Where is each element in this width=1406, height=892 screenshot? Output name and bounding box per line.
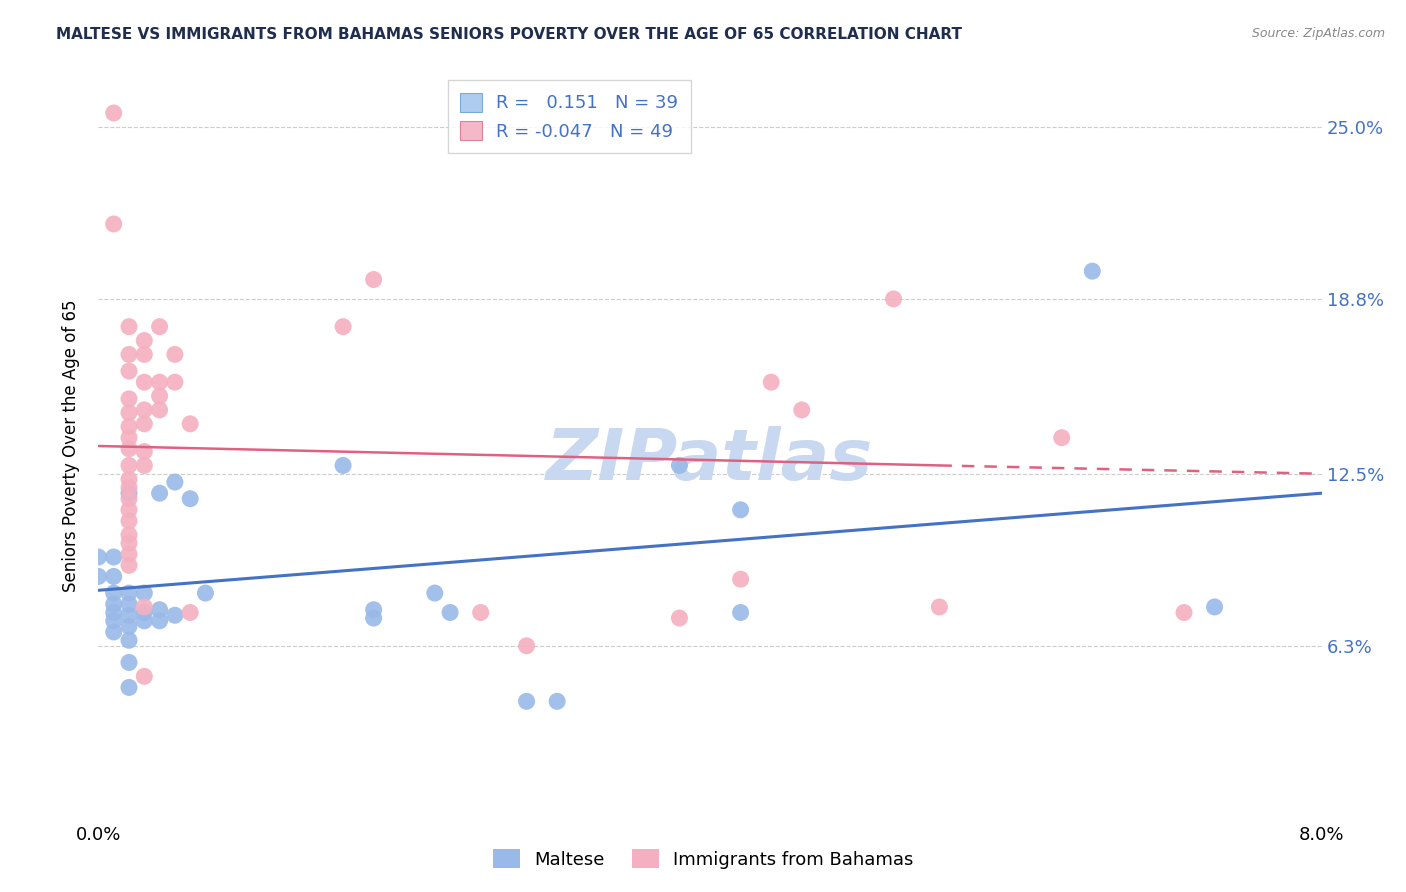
Point bbox=[103, 624, 125, 639]
Point bbox=[103, 569, 125, 583]
Point bbox=[516, 694, 538, 708]
Point bbox=[118, 528, 141, 542]
Point bbox=[363, 603, 385, 617]
Point bbox=[103, 606, 125, 620]
Point bbox=[790, 403, 813, 417]
Point bbox=[118, 503, 141, 517]
Point bbox=[134, 444, 156, 458]
Point bbox=[163, 347, 186, 361]
Point bbox=[1204, 599, 1226, 614]
Point bbox=[118, 458, 141, 473]
Point bbox=[928, 599, 950, 614]
Point bbox=[118, 608, 141, 623]
Point bbox=[668, 611, 690, 625]
Point bbox=[149, 403, 172, 417]
Point bbox=[118, 586, 141, 600]
Point bbox=[163, 375, 186, 389]
Legend: Maltese, Immigrants from Bahamas: Maltese, Immigrants from Bahamas bbox=[485, 842, 921, 876]
Point bbox=[118, 364, 141, 378]
Point bbox=[118, 419, 141, 434]
Point bbox=[149, 614, 172, 628]
Point bbox=[149, 389, 172, 403]
Point bbox=[103, 217, 125, 231]
Point bbox=[439, 606, 461, 620]
Point bbox=[118, 347, 141, 361]
Point bbox=[134, 586, 156, 600]
Point bbox=[149, 375, 172, 389]
Point bbox=[87, 569, 110, 583]
Point bbox=[118, 597, 141, 611]
Point bbox=[149, 486, 172, 500]
Point bbox=[118, 472, 141, 486]
Point bbox=[423, 586, 446, 600]
Point bbox=[163, 608, 186, 623]
Point bbox=[118, 558, 141, 573]
Point bbox=[546, 694, 568, 708]
Point bbox=[363, 272, 385, 286]
Y-axis label: Seniors Poverty Over the Age of 65: Seniors Poverty Over the Age of 65 bbox=[62, 300, 80, 592]
Legend: R =   0.151   N = 39, R = -0.047   N = 49: R = 0.151 N = 39, R = -0.047 N = 49 bbox=[447, 80, 692, 153]
Point bbox=[118, 656, 141, 670]
Point bbox=[163, 475, 186, 489]
Point bbox=[179, 606, 201, 620]
Point bbox=[118, 319, 141, 334]
Point bbox=[363, 611, 385, 625]
Point bbox=[118, 514, 141, 528]
Point bbox=[118, 481, 141, 495]
Point bbox=[883, 292, 905, 306]
Point bbox=[1173, 606, 1195, 620]
Point bbox=[134, 669, 156, 683]
Point bbox=[134, 375, 156, 389]
Point bbox=[118, 392, 141, 406]
Text: Source: ZipAtlas.com: Source: ZipAtlas.com bbox=[1251, 27, 1385, 40]
Point bbox=[332, 458, 354, 473]
Text: ZIPatlas: ZIPatlas bbox=[547, 426, 873, 495]
Point bbox=[118, 536, 141, 550]
Point bbox=[134, 417, 156, 431]
Point bbox=[118, 406, 141, 420]
Point bbox=[87, 549, 110, 564]
Point bbox=[103, 106, 125, 120]
Point bbox=[179, 491, 201, 506]
Point bbox=[134, 334, 156, 348]
Point bbox=[149, 319, 172, 334]
Point bbox=[118, 431, 141, 445]
Point bbox=[134, 458, 156, 473]
Point bbox=[118, 486, 141, 500]
Point bbox=[118, 681, 141, 695]
Point bbox=[516, 639, 538, 653]
Point bbox=[118, 619, 141, 633]
Point bbox=[1050, 431, 1073, 445]
Point bbox=[134, 599, 156, 614]
Point bbox=[332, 319, 354, 334]
Point bbox=[194, 586, 217, 600]
Point bbox=[103, 597, 125, 611]
Point bbox=[1081, 264, 1104, 278]
Point bbox=[730, 572, 752, 586]
Point bbox=[118, 633, 141, 648]
Point bbox=[134, 614, 156, 628]
Point bbox=[149, 603, 172, 617]
Point bbox=[179, 417, 201, 431]
Point bbox=[668, 458, 690, 473]
Text: MALTESE VS IMMIGRANTS FROM BAHAMAS SENIORS POVERTY OVER THE AGE OF 65 CORRELATIO: MALTESE VS IMMIGRANTS FROM BAHAMAS SENIO… bbox=[56, 27, 962, 42]
Point bbox=[118, 547, 141, 561]
Point bbox=[118, 442, 141, 456]
Point bbox=[118, 491, 141, 506]
Point bbox=[759, 375, 782, 389]
Point bbox=[134, 606, 156, 620]
Point bbox=[470, 606, 492, 620]
Point bbox=[730, 503, 752, 517]
Point bbox=[134, 403, 156, 417]
Point bbox=[103, 549, 125, 564]
Point bbox=[134, 347, 156, 361]
Point bbox=[103, 614, 125, 628]
Point bbox=[730, 606, 752, 620]
Point bbox=[103, 586, 125, 600]
